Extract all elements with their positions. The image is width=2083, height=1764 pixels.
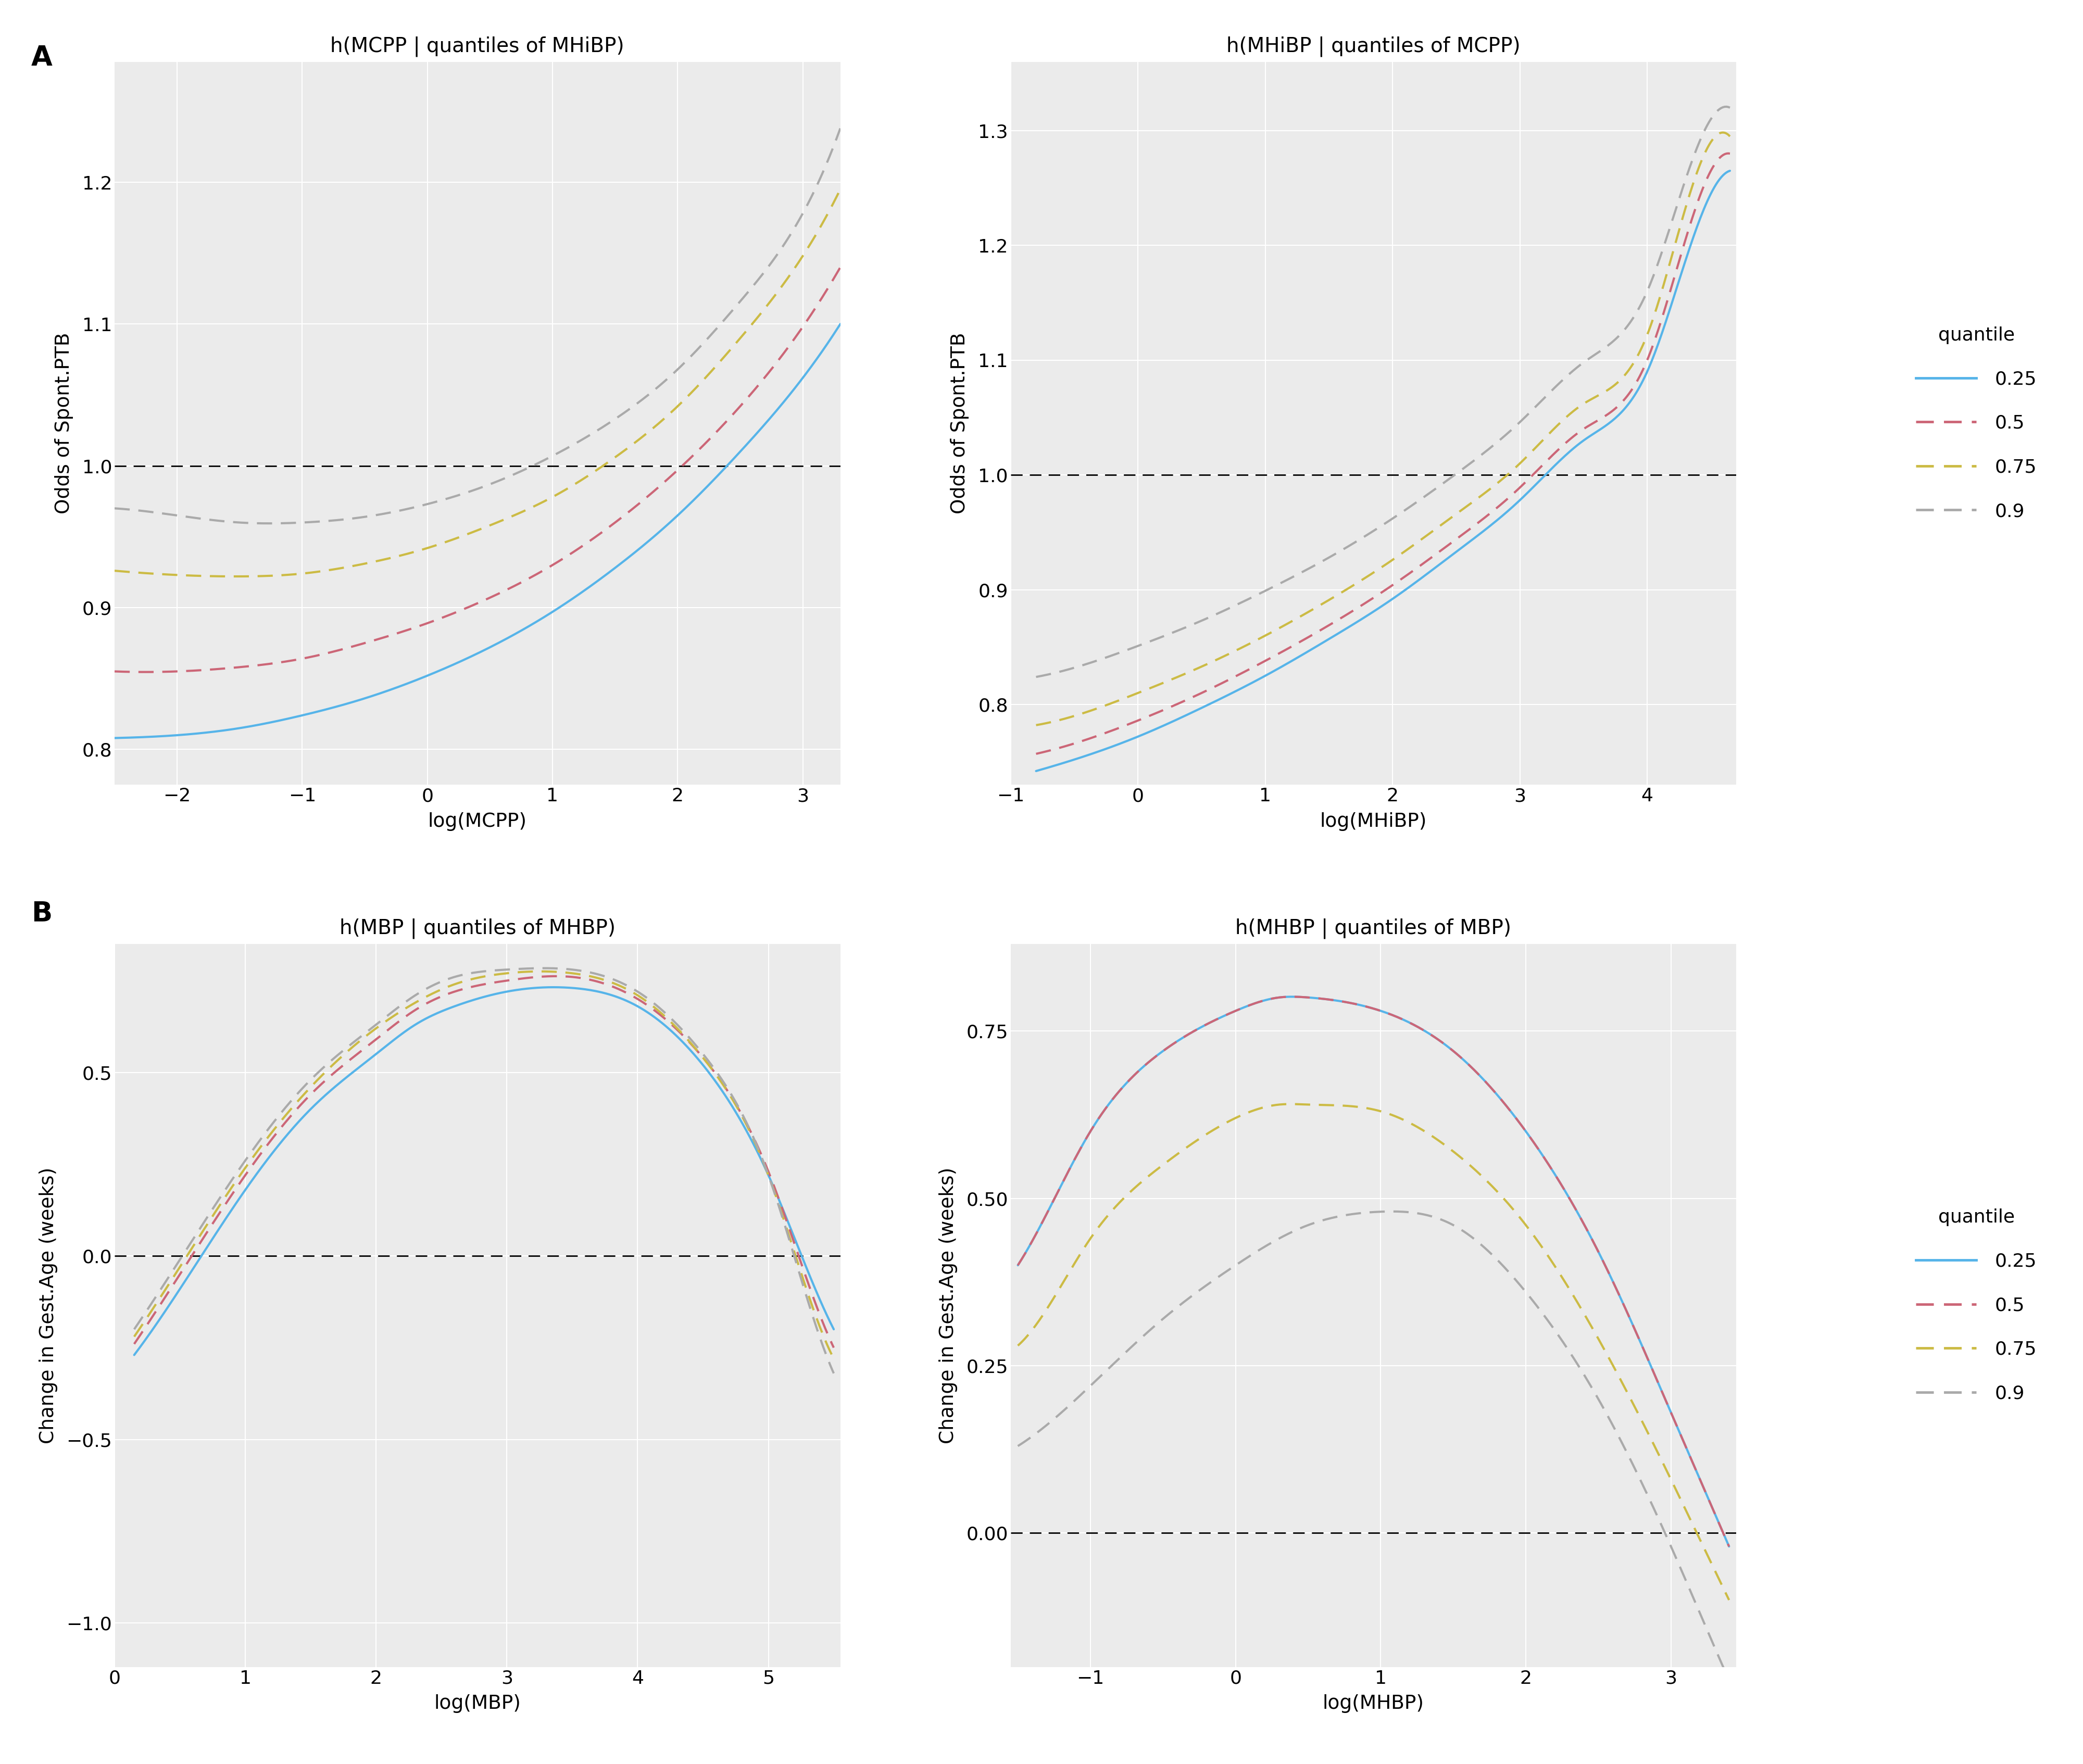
X-axis label: log(MCPP): log(MCPP): [427, 811, 527, 831]
Y-axis label: Change in Gest.Age (weeks): Change in Gest.Age (weeks): [939, 1168, 958, 1443]
Text: B: B: [31, 900, 52, 926]
Legend: 0.25, 0.5, 0.75, 0.9: 0.25, 0.5, 0.75, 0.9: [1916, 326, 2037, 520]
Y-axis label: Odds of Spont.PTB: Odds of Spont.PTB: [950, 333, 969, 513]
Text: A: A: [31, 44, 52, 71]
Legend: 0.25, 0.5, 0.75, 0.9: 0.25, 0.5, 0.75, 0.9: [1916, 1208, 2037, 1402]
Title: h(MHiBP | quantiles of MCPP): h(MHiBP | quantiles of MCPP): [1227, 35, 1521, 56]
Title: h(MHBP | quantiles of MBP): h(MHBP | quantiles of MBP): [1235, 917, 1512, 938]
Title: h(MBP | quantiles of MHBP): h(MBP | quantiles of MHBP): [340, 917, 614, 938]
X-axis label: log(MHBP): log(MHBP): [1323, 1695, 1425, 1713]
Title: h(MCPP | quantiles of MHiBP): h(MCPP | quantiles of MHiBP): [331, 35, 625, 56]
X-axis label: log(MHiBP): log(MHiBP): [1321, 811, 1427, 831]
X-axis label: log(MBP): log(MBP): [433, 1695, 521, 1713]
Y-axis label: Change in Gest.Age (weeks): Change in Gest.Age (weeks): [40, 1168, 58, 1443]
Y-axis label: Odds of Spont.PTB: Odds of Spont.PTB: [54, 333, 73, 513]
